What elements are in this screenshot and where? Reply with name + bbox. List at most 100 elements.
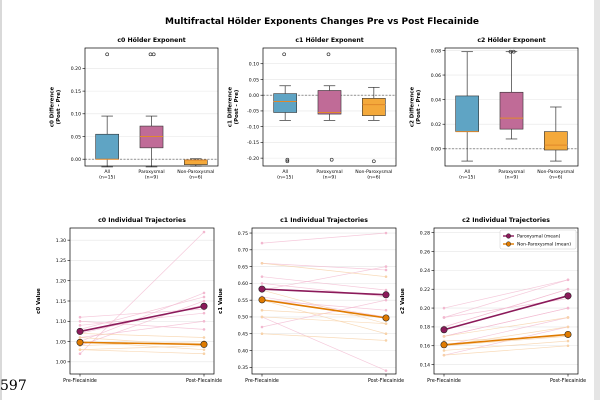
y-tick-label: 0.00 [431,147,441,153]
box-body [362,98,386,116]
individual-line-paroxysmal [79,320,205,338]
y-tick-label: 0.65 [238,264,248,270]
subplot-title: c1 Individual Trajectories [280,217,368,224]
individual-line-paroxysmal [443,279,569,309]
box-3 [362,86,386,164]
y-axis-label-line: (Post - Pre) [234,90,240,125]
mean-point [440,341,448,349]
individual-line-paroxysmal [261,316,387,371]
y-axis-label: c0 Difference(Post - Pre) [50,87,63,128]
box-2 [139,52,164,168]
subplot-2: c1 Hölder Exponent -0.20 -0.15 -0.10 -0.05 0.… [228,37,397,181]
box-1 [455,51,479,162]
y-tick-label: -0.05 [247,109,259,115]
subplot-6: c2 Individual Trajectories 0.14 0.16 0.18 0.… [400,217,586,384]
subplot-title: c0 Hölder Exponent [117,37,185,44]
x-tick-label: Paroxysmal [138,169,164,175]
y-tick-label: 0.18 [420,325,430,331]
individual-line-paroxysmal [79,320,205,330]
x-tick-label: Paroxysmal [498,169,524,175]
y-tick-label: 0.15 [71,89,81,95]
y-tick-label: 0.60 [238,281,248,287]
y-tick-label: -0.15 [247,140,259,146]
box-2 [499,49,524,140]
subplots: c0 Hölder Exponent 0.00 0.05 0.10 0.15 0.20 c0… [36,37,586,384]
individual-point [442,335,446,338]
box-3 [544,106,568,162]
subplot-title: c2 Individual Trajectories [462,217,550,224]
mean-point [76,338,84,346]
y-tick-label: 0.75 [238,231,248,237]
individual-line-nonparoxysmal [261,262,387,278]
y-axis-label: c0 Value [36,288,42,314]
x-tick-label: (n=9) [323,175,336,181]
y-tick-label: 0.14 [420,362,430,368]
mean-point [258,285,266,293]
outlier-point [511,49,516,54]
individual-point [260,261,264,265]
x-tick-label: Pre-Flecainide [427,378,461,384]
individual-point [384,265,388,268]
box-1 [273,52,297,164]
subplot-3: c2 Hölder Exponent 0.00 0.02 0.04 0.06 0.08 c2… [410,37,579,181]
mean-point [76,327,84,335]
y-axis-label: c2 Value [400,288,406,314]
subplot-title: c2 Hölder Exponent [477,37,545,44]
right-edge [594,0,600,400]
y-tick-label: 0.26 [420,249,430,255]
outlier-point [285,157,290,162]
y-axis-label-line: c0 Value [36,288,42,314]
mean-point [200,302,208,310]
y-tick-label: 0.04 [431,97,441,103]
y-tick-label: 1.20 [56,279,66,285]
legend-swatch-marker [505,241,512,247]
individual-point [384,268,388,272]
individual-point [260,241,264,245]
individual-line-paroxysmal [261,266,387,291]
plot-frame [262,47,397,167]
outlier-point [282,52,286,57]
individual-point [442,316,446,319]
y-tick-label: 0.02 [431,122,441,128]
y-axis-label: c1 Value [218,288,224,314]
individual-line-paroxysmal [79,300,205,346]
individual-point [566,316,570,319]
individual-line-paroxysmal [261,262,387,271]
individual-point [566,306,570,310]
individual-line-paroxysmal [79,292,205,342]
individual-line-paroxysmal [443,279,569,318]
plot-frame [84,47,219,167]
individual-point [566,325,570,329]
y-axis-label: c1 Difference(Post - Pre) [228,87,241,128]
x-tick-label: Pre-Flecainide [245,378,279,384]
y-tick-label: 1.30 [56,238,66,244]
x-tick-label: (n=6) [189,175,202,181]
subplot-1: c0 Hölder Exponent 0.00 0.05 0.10 0.15 0.20 c0… [50,37,219,181]
individual-point [384,339,388,342]
individual-point [202,348,206,351]
y-axis-label-line: c2 Difference [410,87,416,128]
individual-line-paroxysmal [443,288,569,328]
y-tick-label: 1.05 [56,339,66,345]
x-tick-label: Non-Paroxysmal [355,169,392,175]
x-tick-label: (n=9) [505,175,518,181]
subplot-5: c1 Individual Trajectories 0.35 0.40 0.45 0.… [218,217,404,384]
subplot-4: c0 Individual Trajectories 1.00 1.05 1.10 1.… [36,217,222,384]
subplot-title: c1 Hölder Exponent [295,37,363,44]
y-tick-label: 0.10 [249,62,259,68]
y-tick-label: 0.05 [249,77,259,83]
individual-point [202,319,206,323]
box-1 [95,52,119,168]
plot-frame [251,227,397,375]
individual-line-nonparoxysmal [79,349,205,355]
plot-frame [433,227,579,375]
individual-point [566,278,570,282]
x-tick-label: (n=9) [145,175,158,181]
left-edge [0,0,2,400]
outlier-point [148,52,153,57]
individual-point [202,299,206,303]
individual-point [384,369,388,372]
individual-line-nonparoxysmal [79,333,205,338]
individual-point [260,308,264,312]
box-body [273,93,297,113]
